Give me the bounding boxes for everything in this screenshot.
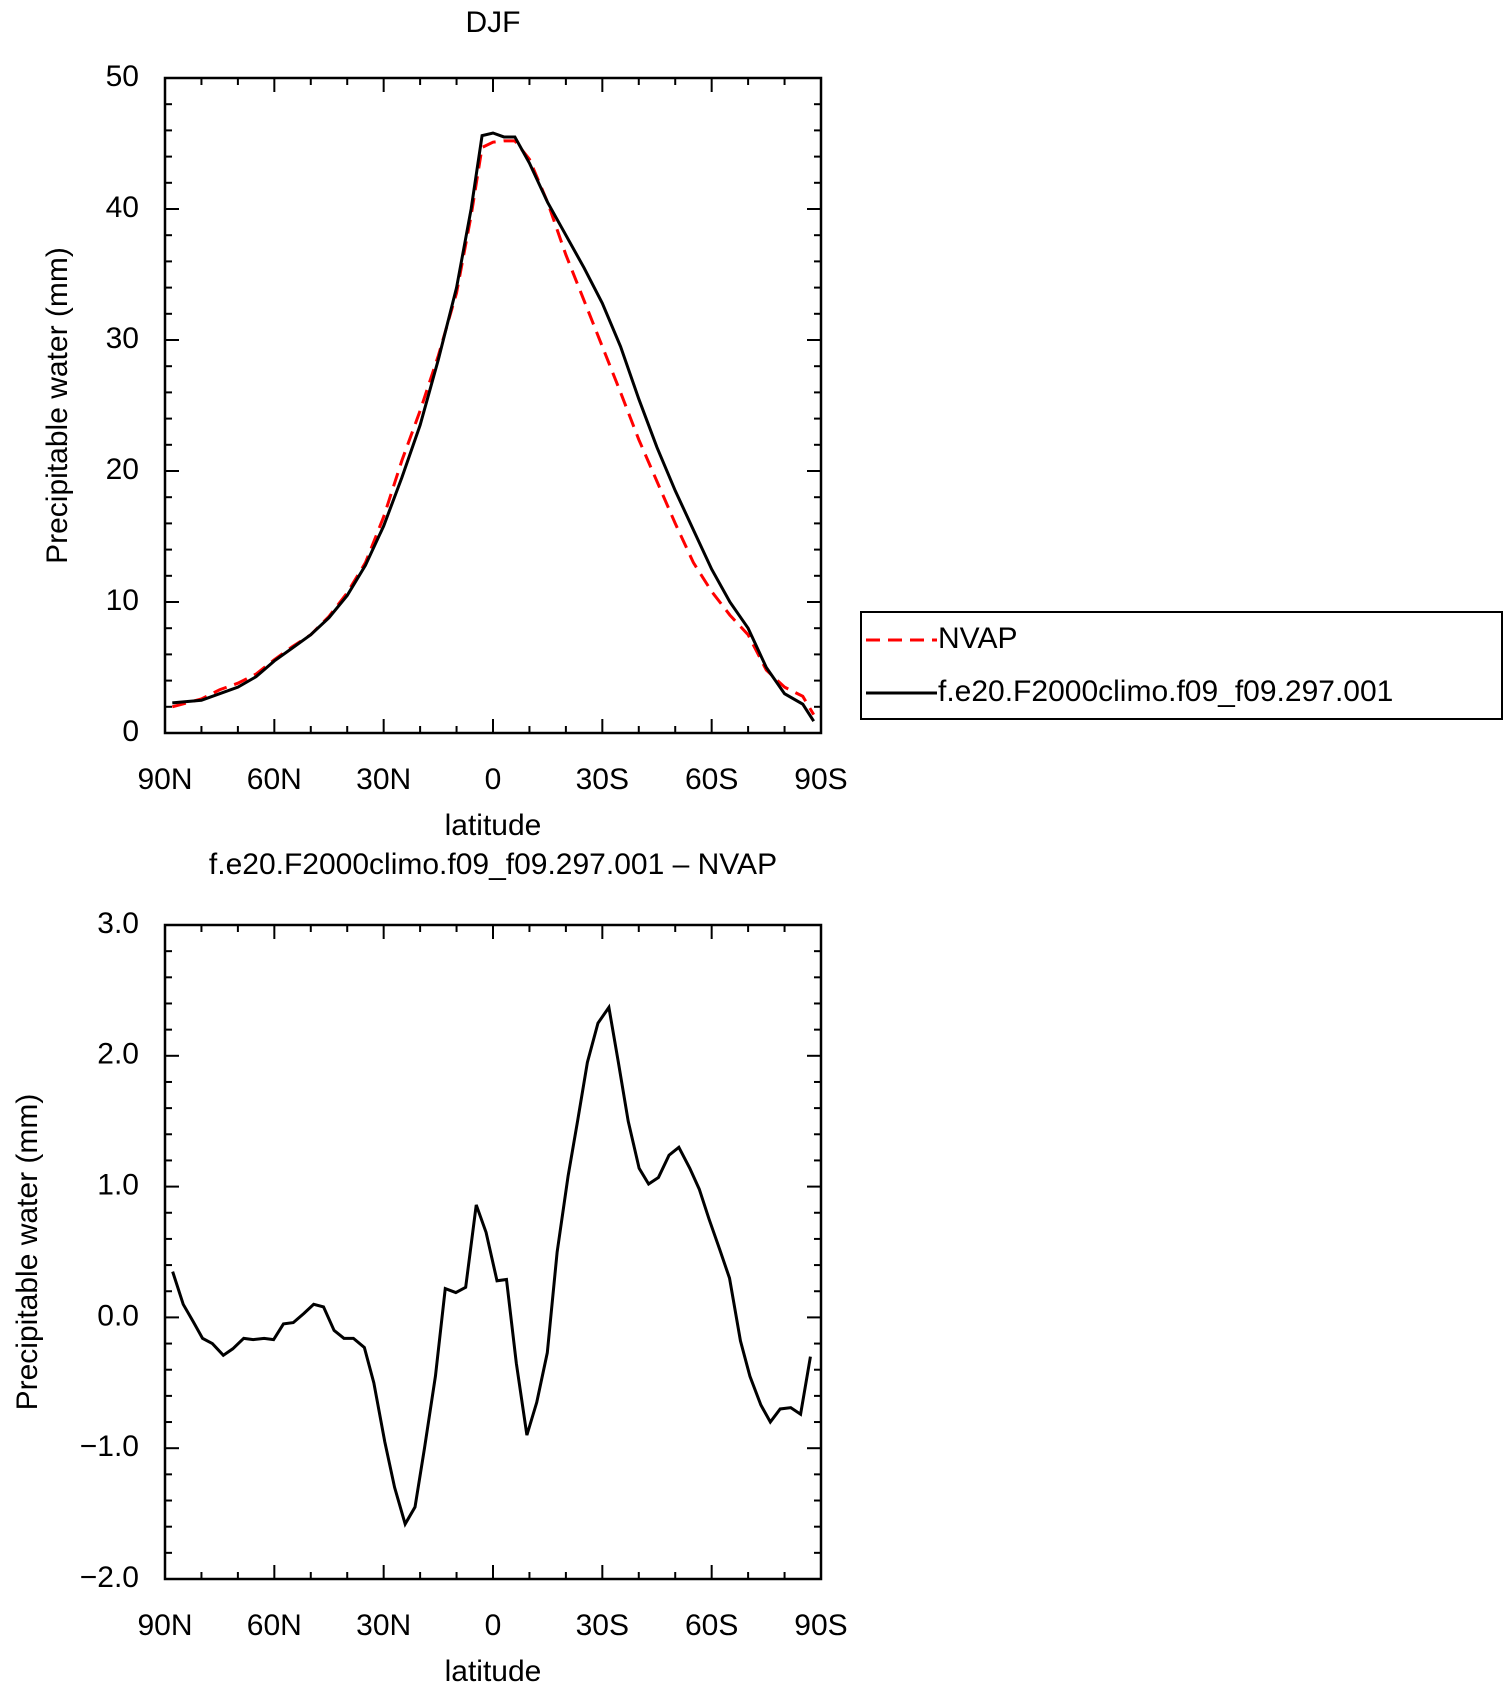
legend-label: NVAP	[938, 622, 1017, 655]
y-tick-label: 20	[106, 453, 139, 486]
x-tick-label: 60N	[247, 763, 302, 796]
x-tick-label: 60S	[685, 763, 738, 796]
y-tick-label: 2.0	[97, 1038, 139, 1071]
x-tick-label: 90S	[794, 1609, 847, 1642]
y-tick-label: 30	[106, 322, 139, 355]
y-tick-label: 0	[122, 715, 139, 748]
y-tick-label: 0.0	[97, 1299, 139, 1332]
y-tick-label: 1.0	[97, 1169, 139, 1202]
legend-label: f.e20.F2000climo.f09_f09.297.001	[938, 675, 1393, 708]
plot-frame	[163, 923, 823, 1581]
y-axis-label: Precipitable water (mm)	[11, 1094, 44, 1411]
x-axis-label: latitude	[445, 809, 542, 842]
data-line	[171, 139, 815, 716]
chart-title: f.e20.F2000climo.f09_f09.297.001 – NVAP	[209, 848, 777, 881]
x-tick-label: 30N	[356, 1609, 411, 1642]
x-tick-label: 0	[485, 1609, 502, 1642]
y-tick-label: 10	[106, 584, 139, 617]
y-axis-label: Precipitable water (mm)	[41, 247, 74, 564]
plot-frame	[163, 76, 823, 735]
y-tick-label: −2.0	[80, 1561, 139, 1594]
x-axis-label: latitude	[445, 1655, 542, 1688]
y-tick-label: 40	[106, 191, 139, 224]
y-tick-label: 50	[106, 60, 139, 93]
y-tick-label: 3.0	[97, 907, 139, 940]
y-tick-label: −1.0	[80, 1430, 139, 1463]
x-tick-label: 90S	[794, 763, 847, 796]
data-line	[172, 131, 815, 723]
x-tick-label: 90N	[137, 1609, 192, 1642]
x-tick-label: 30S	[576, 763, 629, 796]
x-tick-label: 60N	[247, 1609, 302, 1642]
chart-title: DJF	[466, 6, 521, 39]
x-tick-label: 30N	[356, 763, 411, 796]
data-line	[171, 1003, 812, 1528]
x-tick-label: 30S	[576, 1609, 629, 1642]
x-tick-label: 0	[485, 763, 502, 796]
x-tick-label: 90N	[137, 763, 192, 796]
x-tick-label: 60S	[685, 1609, 738, 1642]
legend-box	[860, 611, 1503, 720]
